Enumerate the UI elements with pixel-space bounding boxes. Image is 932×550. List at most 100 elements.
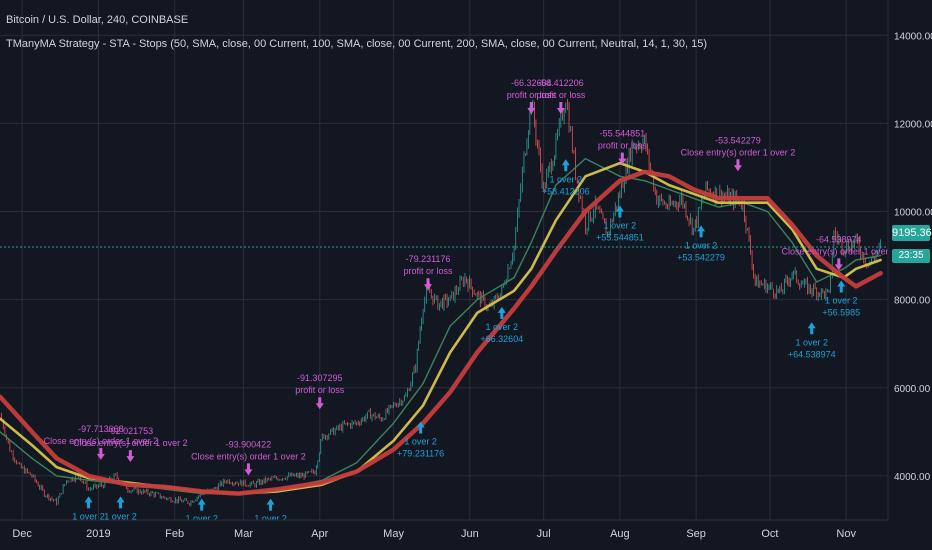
arrow-up-icon [497,306,506,319]
annotation-buy[interactable]: 1 over 2 +64.538974 [788,322,836,359]
annotation-text: +55.544851 [596,233,644,243]
annotation-text: 1 over 2 [795,337,828,347]
annotation-sell[interactable]: -64.538974 Close entry(s) order 1 over 2 [782,234,897,271]
arrow-down-icon [618,152,627,165]
x-tick-label: Jul [537,528,551,540]
annotation-text: +56.5985 [822,307,860,317]
annotation-text: profit or loss [507,90,557,100]
x-tick-label: Apr [311,528,328,540]
annotation-text: +53.542279 [677,252,725,262]
annotation-text: 1 over 2 [104,511,137,521]
arrow-down-icon [126,450,135,463]
annotation-buy[interactable]: 1 over 2 +58.412206 [542,159,590,196]
annotation-text: -64.538974 [816,234,862,244]
arrow-down-icon [733,159,742,172]
annotation-text: +66.32604 [480,334,523,344]
x-tick-label: Nov [836,528,856,540]
annotation-text: Close entry(s) order 1 over 2 [44,436,159,446]
y-tick-label: 8000.00 [894,296,931,307]
arrow-down-icon [424,278,433,291]
annotation-text: profit or loss [403,266,453,276]
annotation-text: Close entry(s) order 1 over 2 [681,147,796,157]
annotation-sell[interactable]: -91.307295 profit or loss [295,373,345,410]
annotation-sell[interactable]: -97.713668 Close entry(s) order 1 over 2 [44,424,159,460]
bar-countdown-tag: 23:35 [892,249,930,263]
x-tick-label: Dec [12,528,32,540]
annotation-buy[interactable]: 1 over 2 +55.544851 [596,205,644,243]
annotation-text: profit or loss [536,90,586,100]
y-axis-panel[interactable] [888,0,932,550]
x-tick-label: 2019 [86,528,110,540]
annotation-text: -79.231176 [406,254,451,264]
annotation-text: Close entry(s) order 1 over 2 [73,438,188,448]
arrow-down-icon [556,101,565,114]
arrow-down-icon [315,397,324,410]
arrow-up-icon [615,205,624,218]
x-tick-label: Jun [461,528,479,540]
annotation-text: -97.713668 [78,424,124,434]
arrow-down-icon [834,258,843,271]
annotation-text: 1 over 2 [185,514,218,524]
arrow-up-icon [697,225,706,238]
annotation-text: -66.32604 [511,78,552,88]
y-tick-label: 14000.00 [894,31,932,42]
annotation-text: -92.021753 [108,426,154,436]
arrow-up-icon [116,496,125,509]
arrow-up-icon [197,498,206,511]
y-axis: 4000.00 6000.00 8000.00 10000.00 12000.00 140… [894,31,932,483]
annotation-sell[interactable]: -93.900422 Close entry(s) order 1 over 2 [191,439,306,476]
annotation-buy[interactable]: 1 over 2 +66.32604 [480,306,523,344]
y-tick-label: 6000.00 [894,384,931,395]
x-axis-panel[interactable] [0,520,888,550]
annotation-sell[interactable]: -58.412206 profit or loss [536,78,586,114]
y-tick-label: 10000.00 [894,208,932,219]
annotation-text: Close entry(s) order 1 over 2 [191,451,306,461]
arrow-down-icon [96,447,105,460]
x-tick-label: May [383,528,404,540]
annotation-sell[interactable]: -92.021753 Close entry(s) order 1 over 2 [73,426,188,463]
arrow-up-icon [837,280,846,293]
annotation-buy[interactable]: 1 over 2 +56.5985 [822,280,860,317]
annotation-text: -58.412206 [538,78,584,88]
annotation-text: 1 over 2 [486,322,519,332]
strategy-label[interactable]: TManyMA Strategy - STA - Stops (50, SMA,… [6,38,708,50]
annotation-buy[interactable]: 1 over 2 +53.542279 [677,225,725,262]
annotation-text: 1 over 2 [549,174,582,184]
annotation-sell[interactable]: -66.32604 profit or loss [507,78,557,114]
annotation-text: +79.231176 [397,448,444,458]
arrow-up-icon [84,496,93,509]
arrow-down-icon [244,463,253,476]
annotation-text: Close entry(s) order 1 over 2 [782,246,897,256]
annotation-text: 1 over 2 [254,514,287,524]
chart-title: Bitcoin / U.S. Dollar, 240, COINBASE [6,14,189,26]
arrow-down-icon [527,101,536,114]
annotation-text: profit or loss [295,385,345,395]
x-tick-label: Sep [686,528,706,540]
annotation-text: profit or loss [598,141,648,151]
annotation-text: -53.542279 [715,135,761,145]
annotation-sell[interactable]: -79.231176 profit or loss [403,254,453,291]
annotation-buy[interactable]: 1 over 2 +79.231176 [397,421,444,458]
annotation-text: +58.412206 [542,186,590,196]
annotation-text: 1 over 2 [72,511,105,521]
x-tick-label: Oct [761,528,778,540]
annotation-sell[interactable]: -55.544851 profit or loss [598,129,648,165]
arrow-up-icon [807,322,816,335]
x-axis: Dec 2019 Feb Mar Apr May Jun Jul Aug Sep Oct Nov [12,528,856,540]
arrow-up-icon [416,421,425,434]
arrow-up-icon [561,159,570,172]
ma-line-sma-50 [0,157,882,495]
x-tick-label: Mar [234,528,253,540]
annotation-text: -55.544851 [600,129,646,139]
annotation-text: 1 over 2 [685,240,718,250]
annotation-text: -93.900422 [226,439,272,449]
annotation-text: 1 over 2 [825,295,858,305]
annotation-sell[interactable]: -53.542279 Close entry(s) order 1 over 2 [681,135,796,172]
annotation-text: +64.538974 [788,349,836,359]
annotation-text: 1 over 2 [404,436,437,446]
current-price-tag: 9195.36 [892,225,932,241]
annotation-text: 1 over 2 [604,221,637,231]
